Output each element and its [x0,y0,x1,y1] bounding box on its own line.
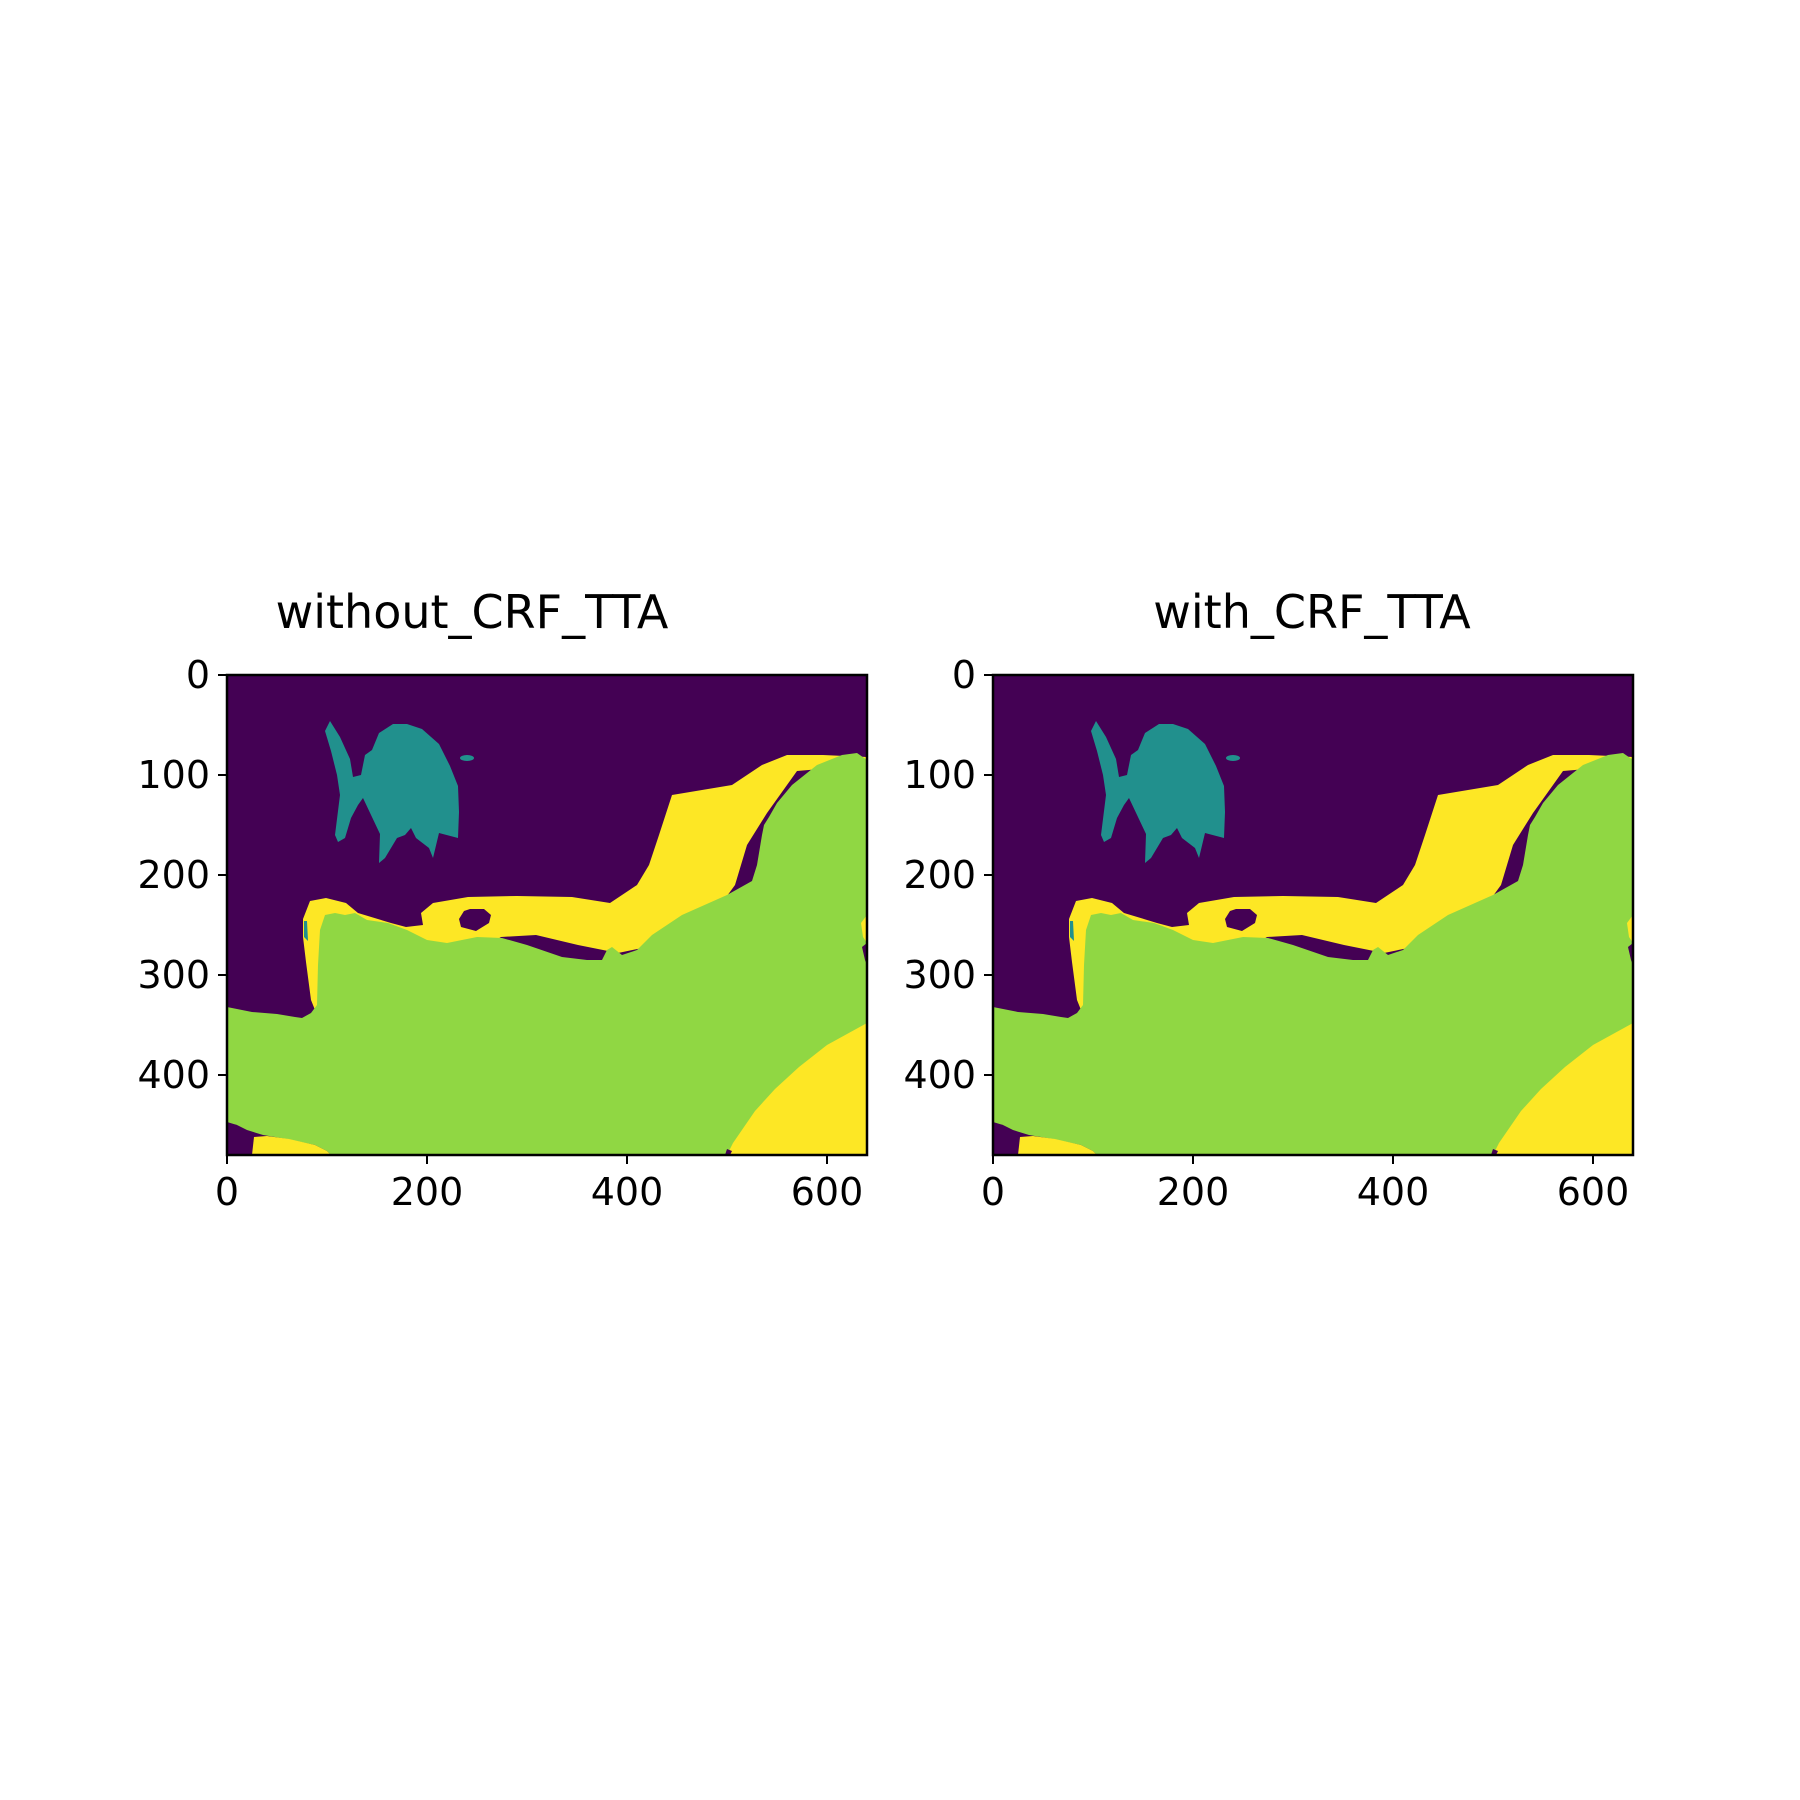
y-tick-label: 200 [137,853,210,897]
y-tick-label: 0 [186,653,210,697]
x-axis: 0 200 400 600 [981,1155,1629,1214]
y-tick-label: 100 [137,753,210,797]
panel-title: with_CRF_TTA [1153,585,1471,639]
y-tick-label: 0 [952,653,976,697]
x-tick-label: 600 [791,1170,864,1214]
segmentation-mask-image [227,675,867,1155]
y-tick-label: 400 [903,1053,976,1097]
panel-with-crf-tta: with_CRF_TTA 0 200 400 600 0 100 200 300 400 [903,585,1633,1214]
panel-without-crf-tta: without_CRF_TTA 0 200 400 600 0 100 200 300 400 [137,585,867,1214]
x-tick-label: 0 [215,1170,239,1214]
x-tick-label: 200 [391,1170,464,1214]
x-axis: 0 200 400 600 [215,1155,863,1214]
y-tick-label: 300 [903,953,976,997]
x-tick-label: 400 [591,1170,664,1214]
segmentation-mask-image [993,675,1633,1155]
x-tick-label: 200 [1157,1170,1230,1214]
y-axis: 0 100 200 300 400 [137,653,227,1097]
x-tick-label: 0 [981,1170,1005,1214]
y-tick-label: 200 [903,853,976,897]
x-tick-label: 600 [1557,1170,1630,1214]
y-tick-label: 300 [137,953,210,997]
y-axis: 0 100 200 300 400 [903,653,993,1097]
x-tick-label: 400 [1357,1170,1430,1214]
y-tick-label: 100 [903,753,976,797]
y-tick-label: 400 [137,1053,210,1097]
panel-title: without_CRF_TTA [276,585,669,639]
